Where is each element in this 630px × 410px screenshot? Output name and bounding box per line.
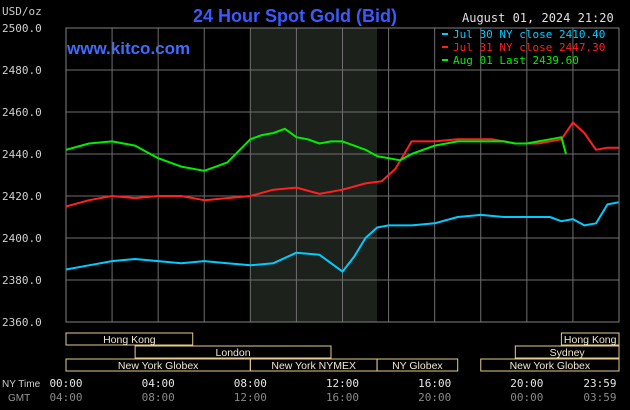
ny-time-tick: 04:00 bbox=[142, 377, 175, 390]
y-tick-label: 2420.0 bbox=[2, 190, 42, 203]
gmt-time-tick: 03:59 bbox=[583, 391, 616, 404]
legend-entry: Aug 01 Last 2439.60 bbox=[453, 54, 579, 67]
ny-time-tick: 20:00 bbox=[510, 377, 543, 390]
y-tick-label: 2460.0 bbox=[2, 106, 42, 119]
session-box bbox=[134, 345, 332, 359]
series-line-2 bbox=[65, 127, 567, 172]
time-axis: NY TimeGMT00:0004:0004:0008:0008:0012:00… bbox=[2, 377, 617, 404]
unit-label: USD/oz bbox=[2, 5, 42, 18]
chart-timestamp: August 01, 2024 21:20 bbox=[462, 11, 614, 25]
session-box bbox=[560, 332, 620, 346]
session-box bbox=[376, 358, 459, 372]
session-label: London bbox=[216, 347, 251, 359]
chart-title: 24 Hour Spot Gold (Bid) bbox=[193, 6, 397, 26]
axis-labels: 2500.0 2480.0 2460.0 2440.0 2420.0 2400.0 2380… bbox=[2, 22, 42, 329]
y-tick-label: 2400.0 bbox=[2, 232, 42, 245]
y-tick-label: 2500.0 bbox=[2, 22, 42, 35]
session-box bbox=[65, 332, 194, 346]
gmt-time-tick: 08:00 bbox=[142, 391, 175, 404]
series-line-1 bbox=[65, 121, 619, 208]
plot-border bbox=[65, 27, 620, 323]
y-tick-label: 2440.0 bbox=[2, 148, 42, 161]
ny-time-label: NY Time bbox=[2, 379, 41, 390]
brand-watermark: www.kitco.com bbox=[66, 39, 190, 58]
session-label: New York NYMEX bbox=[271, 360, 356, 372]
y-tick-label: 2480.0 bbox=[2, 64, 42, 77]
ny-time-tick: 16:00 bbox=[418, 377, 451, 390]
session-box bbox=[480, 358, 620, 372]
session-label: Hong Kong bbox=[103, 334, 156, 346]
session-label: New York Globex bbox=[510, 360, 591, 372]
session-label: New York Globex bbox=[118, 360, 199, 372]
gmt-time-tick: 04:00 bbox=[49, 391, 82, 404]
y-tick-label: 2360.0 bbox=[2, 316, 42, 329]
nymex-highlight-band bbox=[250, 28, 378, 322]
session-label: Sydney bbox=[550, 347, 586, 359]
series-line-0 bbox=[65, 201, 619, 273]
gmt-time-tick: 00:00 bbox=[510, 391, 543, 404]
gmt-time-tick: 12:00 bbox=[234, 391, 267, 404]
session-label: Hong Kong bbox=[564, 334, 617, 346]
gmt-label: GMT bbox=[8, 393, 30, 404]
ny-time-tick: 12:00 bbox=[326, 377, 359, 390]
plot-area bbox=[65, 27, 620, 323]
legend-entry: Jul 31 NY close 2447.30 bbox=[453, 41, 605, 54]
ny-time-tick: 00:00 bbox=[49, 377, 82, 390]
gmt-time-tick: 16:00 bbox=[326, 391, 359, 404]
y-tick-label: 2380.0 bbox=[2, 274, 42, 287]
session-label: NY Globex bbox=[392, 360, 443, 372]
session-box bbox=[514, 345, 620, 359]
gmt-time-tick: 20:00 bbox=[418, 391, 451, 404]
ny-time-tick: 08:00 bbox=[234, 377, 267, 390]
legend-entry: Jul 30 NY close 2410.40 bbox=[453, 28, 605, 41]
ny-time-tick: 23:59 bbox=[583, 377, 616, 390]
